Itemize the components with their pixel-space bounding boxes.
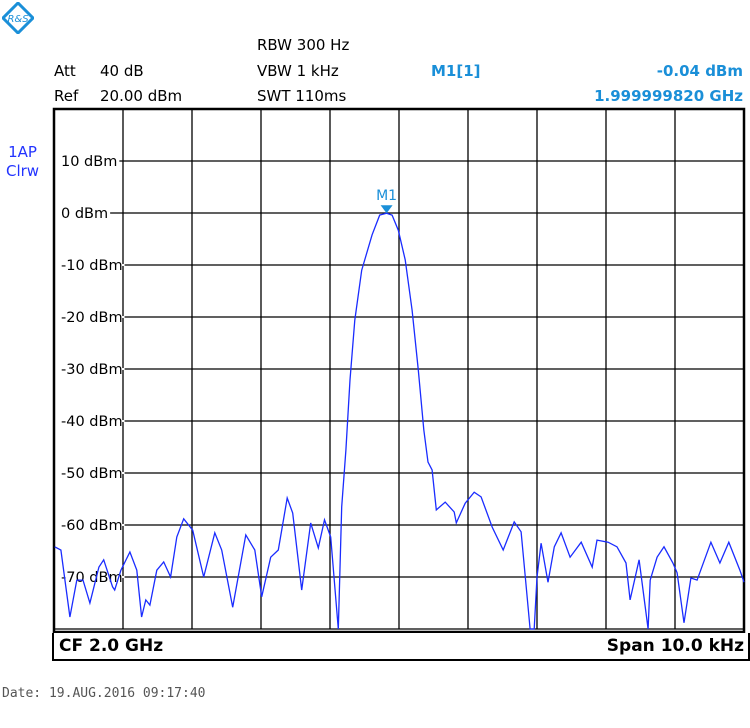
y-tick-label: -10 dBm xyxy=(61,258,123,274)
ref-value: 20.00 dBm xyxy=(100,87,183,105)
marker-triangle-icon xyxy=(380,205,393,214)
y-tick-label: -20 dBm xyxy=(61,310,123,326)
svg-text:R&S: R&S xyxy=(7,14,29,25)
plot-frame xyxy=(52,107,746,634)
marker-level: -0.04 dBm xyxy=(656,62,743,80)
y-tick-label: 0 dBm xyxy=(61,206,108,222)
y-tick-label: 10 dBm xyxy=(61,154,117,170)
spectrum-trace xyxy=(54,212,745,630)
date-stamp: Date: 19.AUG.2016 09:17:40 xyxy=(2,686,206,701)
trace-info: 1AP Clrw xyxy=(6,143,39,181)
y-tick-label: -50 dBm xyxy=(61,466,123,482)
label-background xyxy=(55,160,120,162)
label-background xyxy=(55,420,125,422)
label-background xyxy=(55,576,125,578)
center-frequency: CF 2.0 GHz xyxy=(59,636,164,656)
swt-value: SWT 110ms xyxy=(257,87,347,105)
label-background xyxy=(55,524,125,526)
trace-detector-label: 1AP xyxy=(8,143,37,161)
ref-label: Ref xyxy=(54,87,79,105)
label-background xyxy=(55,472,125,474)
vbw-value: VBW 1 kHz xyxy=(257,62,339,80)
spectrum-plot: 10 dBm 0 dBm -10 dBm -20 dBm -30 dBm -40 dBm -… xyxy=(52,107,746,634)
marker-name: M1[1] xyxy=(431,62,481,80)
label-background xyxy=(55,316,125,318)
y-tick-label: -30 dBm xyxy=(61,362,123,378)
trace-mode-label: Clrw xyxy=(6,162,40,180)
att-label: Att xyxy=(54,62,76,80)
label-background xyxy=(55,368,125,370)
y-tick-label: -40 dBm xyxy=(61,414,123,430)
y-tick-label: -60 dBm xyxy=(61,518,123,534)
label-background xyxy=(55,264,125,266)
footer-bar: CF 2.0 GHz Span 10.0 kHz xyxy=(52,633,750,661)
span: Span 10.0 kHz xyxy=(606,636,744,656)
att-value: 40 dB xyxy=(100,62,144,80)
rbw-value: RBW 300 Hz xyxy=(257,36,350,54)
marker-frequency: 1.999999820 GHz xyxy=(594,87,743,105)
label-background xyxy=(55,212,111,214)
marker-label: M1 xyxy=(376,188,397,204)
rs-logo: R&S xyxy=(2,2,34,34)
y-tick-label: -70 dBm xyxy=(61,570,123,586)
